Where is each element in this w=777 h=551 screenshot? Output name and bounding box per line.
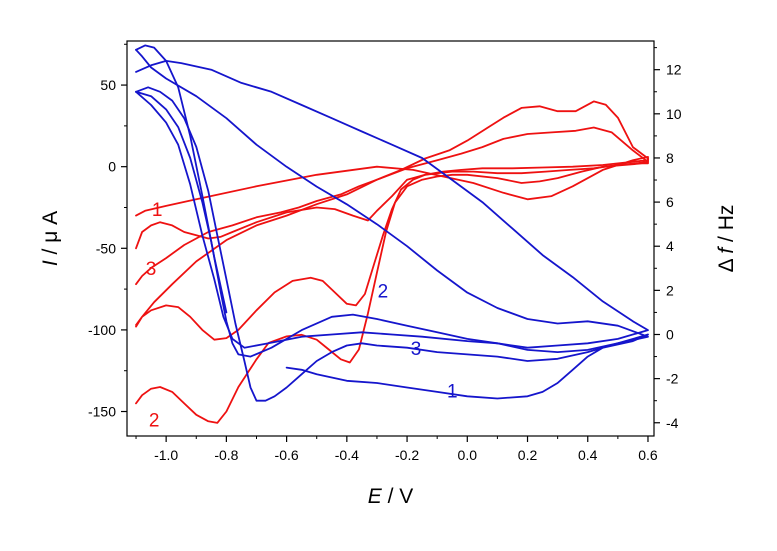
- x-tick-label: 0.0: [458, 447, 478, 463]
- curve-number-label: 3: [411, 339, 422, 360]
- plot-frame: [126, 40, 655, 437]
- y-right-tick-label: 4: [666, 238, 674, 254]
- y-right-axis-title-italic: f: [715, 246, 738, 254]
- series-line-5: [135, 48, 649, 358]
- y-left-tick-label: 0: [108, 159, 116, 175]
- series-line-1: [135, 156, 649, 250]
- x-tick-label: 0.4: [578, 447, 598, 463]
- curve-number-label: 1: [447, 381, 458, 402]
- y-right-tick-label: 8: [666, 150, 674, 166]
- x-tick-label: 0.2: [518, 447, 538, 463]
- y-left-axis-title: I / μ A: [39, 211, 62, 266]
- x-axis-title-italic: E: [368, 485, 383, 508]
- curve-number-label: 2: [378, 282, 389, 303]
- x-axis-title: E / V: [368, 485, 414, 508]
- y-right-tick-label: 12: [666, 62, 682, 78]
- annotations-group: 1 3 2 2 3 1: [146, 200, 458, 432]
- y-right-tick-label: -2: [666, 371, 679, 387]
- y-right-axis-title-rest: / Hz: [715, 205, 738, 248]
- y-left-tick-label: -50: [96, 240, 116, 256]
- x-tick-label: -0.4: [335, 447, 359, 463]
- x-axis-title-rest: / V: [382, 485, 414, 508]
- y-left-tick-label: -150: [88, 404, 116, 420]
- y-left-tick-label: 50: [100, 77, 116, 93]
- y-left-tick-label: -100: [88, 322, 116, 338]
- x-tick-label: -0.8: [214, 447, 238, 463]
- curves-group: [135, 44, 649, 424]
- series-line-4: [135, 86, 649, 402]
- series-line-3: [135, 100, 649, 341]
- curve-number-label: 3: [146, 259, 157, 280]
- curve-number-label: 2: [149, 411, 160, 432]
- y-right-axis-title-prefix: Δ: [715, 254, 738, 273]
- series-line-7: [135, 44, 228, 314]
- y-left-axis-title-italic: I: [39, 260, 62, 266]
- y-left-axis-title-rest: / μ A: [39, 211, 62, 260]
- series-line-6: [135, 60, 649, 349]
- y-right-tick-label: 6: [666, 194, 674, 210]
- y-right-tick-label: -4: [666, 415, 679, 431]
- y-right-tick-label: 0: [666, 326, 674, 342]
- x-tick-label: -1.0: [154, 447, 178, 463]
- y-right-tick-label: 2: [666, 282, 674, 298]
- x-tick-label: -0.6: [275, 447, 299, 463]
- x-tick-label: -0.2: [395, 447, 419, 463]
- ticks-group: -1.0 -0.8 -0.6 -0.4 -0.2 0.0 0.2 0.4 0.6 -150 -100…: [88, 43, 682, 463]
- y-right-tick-label: 10: [666, 106, 682, 122]
- curve-number-label: 1: [152, 200, 163, 221]
- x-tick-label: 0.6: [638, 447, 658, 463]
- y-right-axis-title: Δ f / Hz: [715, 205, 738, 273]
